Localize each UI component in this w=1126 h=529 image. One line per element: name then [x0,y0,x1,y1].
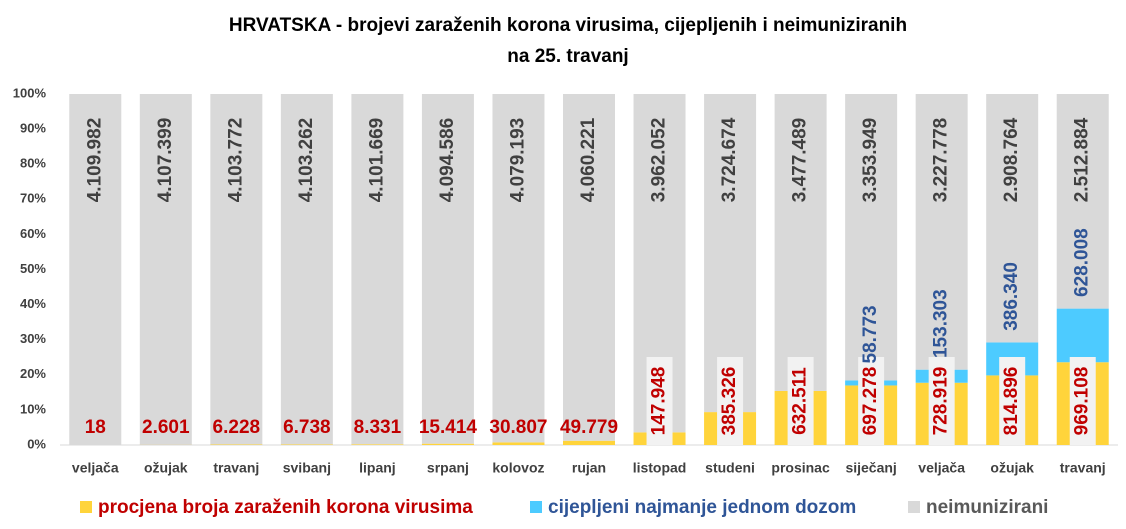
data-label: 632.511 [790,367,811,435]
chart-title: HRVATSKA - brojevi zaraženih korona viru… [229,15,907,36]
data-label: 4.060.221 [578,117,599,202]
bar-segment [915,94,968,370]
bar-segment [1056,308,1109,363]
data-label: 153.303 [931,289,952,358]
data-label: 2.601 [142,417,190,438]
bar-segment [210,444,263,445]
y-tick-label: 50% [20,261,46,276]
x-tick-label: srpanj [427,460,469,476]
legend-label: neimunizirani [926,497,1048,518]
data-label: 4.107.399 [155,118,176,203]
data-label: 49.779 [560,417,618,438]
data-label: 814.896 [1001,367,1022,436]
bar-segment [280,94,333,445]
label-background [999,357,1026,445]
data-label: 3.724.674 [719,117,740,202]
y-tick-label: 30% [20,331,46,346]
x-tick-label: veljača [72,460,119,476]
x-tick-label: rujan [572,460,606,476]
data-label: 728.919 [931,367,952,436]
y-tick-label: 0% [27,436,46,451]
x-tick-label: studeni [705,460,755,476]
legend-label: cijepljeni najmanje jednom dozom [548,497,856,518]
bar-segment [280,444,333,445]
data-label: 4.079.193 [507,118,528,203]
bar-segment [351,444,404,445]
bar-segment [351,94,404,445]
bar-segment [1056,94,1109,309]
chart-subtitle: na 25. travanj [507,46,628,67]
data-label: 4.103.262 [296,118,317,203]
y-tick-label: 100% [13,85,47,100]
bar-segment [421,94,474,444]
data-label: 4.101.669 [366,118,387,203]
bar-segment [492,94,545,443]
data-label: 15.414 [419,417,478,438]
y-tick-label: 60% [20,226,46,241]
label-background [646,357,673,445]
bar-segment [845,94,898,381]
label-background [858,357,885,445]
data-label: 58.773 [860,305,881,363]
data-label: 2.908.764 [1001,117,1022,202]
legend-swatch [530,501,542,513]
data-label: 4.109.982 [84,118,105,203]
y-tick-label: 90% [20,121,46,136]
y-tick-label: 10% [20,401,46,416]
x-tick-label: prosinac [771,460,830,476]
bar-segment [69,94,122,445]
data-label: 697.278 [860,367,881,436]
data-label: 3.353.949 [860,118,881,203]
x-tick-label: kolovoz [492,460,544,476]
data-label: 18 [85,417,106,438]
legend-label: procjena broja zaraženih korona virusima [98,497,473,518]
bar-segment [139,94,192,445]
data-label: 3.227.778 [931,118,952,203]
label-background [1069,357,1096,445]
label-background [928,357,955,445]
data-label: 386.340 [1001,262,1022,331]
data-label: 3.962.052 [649,118,670,203]
y-tick-label: 80% [20,156,46,171]
x-tick-label: siječanj [845,460,896,476]
y-tick-label: 40% [20,296,46,311]
y-tick-label: 20% [20,366,46,381]
data-label: 6.228 [213,417,261,438]
bar-segment [986,94,1039,343]
x-tick-label: veljača [918,460,965,476]
bar-segment [563,440,615,445]
data-label: 385.326 [719,367,740,436]
x-tick-label: ožujak [990,460,1034,476]
data-label: 8.331 [354,417,402,438]
legend-swatch [908,501,920,513]
label-background [787,357,814,445]
label-background [717,357,744,445]
x-tick-label: travanj [213,460,259,476]
x-tick-label: ožujak [144,460,188,476]
x-tick-label: lipanj [359,460,396,476]
data-label: 6.738 [283,417,331,438]
bar-segment [492,442,545,445]
data-label: 969.108 [1072,367,1093,436]
bar-segment [210,94,263,445]
data-label: 147.948 [649,367,670,436]
data-label: 3.477.489 [790,118,811,203]
data-label: 628.008 [1072,228,1093,297]
y-tick-label: 70% [20,191,46,206]
x-tick-label: travanj [1060,460,1106,476]
data-label: 4.103.772 [225,118,246,203]
x-tick-label: listopad [633,460,687,476]
data-label: 30.807 [489,417,547,438]
legend-swatch [80,501,92,513]
x-tick-label: svibanj [283,460,331,476]
data-label: 4.094.586 [437,118,458,203]
bar-segment [421,443,474,445]
bar-segment [774,94,827,391]
data-label: 2.512.884 [1072,117,1093,202]
bar-segment [563,94,615,441]
